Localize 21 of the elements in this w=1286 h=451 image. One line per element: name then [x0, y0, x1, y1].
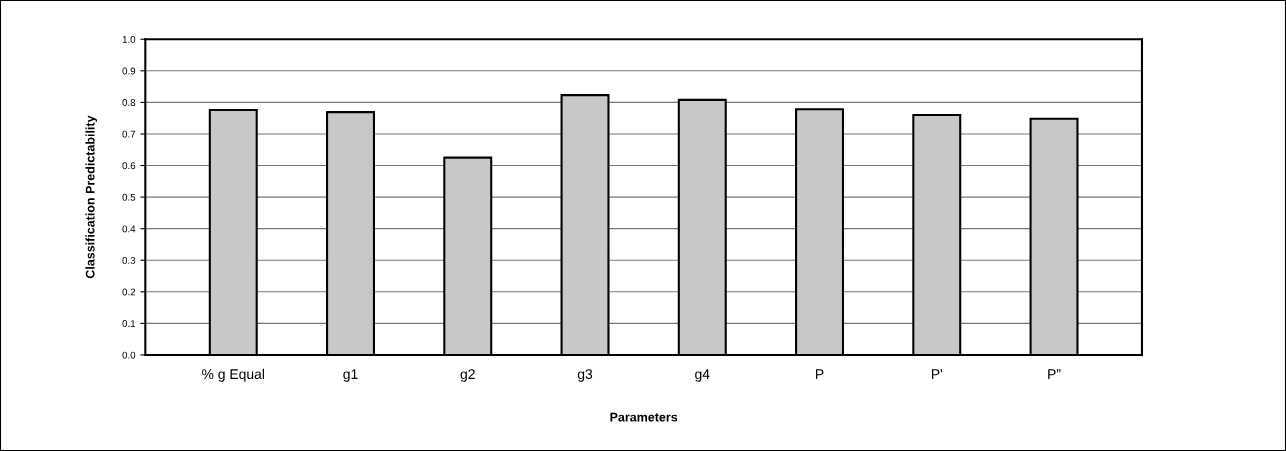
x-tick-label: g4 [695, 369, 710, 382]
x-tick-label: P [816, 369, 824, 379]
x-tick-label: g1 [343, 369, 358, 382]
y-tick-label: 0.5 [122, 193, 136, 201]
y-tick-label: 0.3 [122, 256, 136, 264]
y-tick-label: 0.9 [122, 67, 136, 75]
y-tick-label: 0.8 [122, 99, 136, 106]
x-tick-label: P' [931, 369, 943, 379]
y-tick-label: 1.0 [122, 35, 136, 43]
y-tick-label: 0.6 [122, 162, 136, 170]
x-tick-label: % g Equal [202, 368, 264, 382]
x-tick-label: P” [1048, 369, 1061, 379]
y-tick-label: 0.7 [122, 130, 136, 138]
y-tick-label: 0.0 [122, 351, 136, 359]
y-axis-title: Classification Predictability [85, 115, 98, 279]
x-tick-label: g3 [577, 369, 593, 382]
x-axis-title: Parameters [610, 412, 678, 422]
y-tick-label: 0.1 [122, 320, 136, 327]
y-tick-label: 0.4 [122, 225, 136, 233]
x-tick-label: g2 [460, 369, 475, 382]
y-tick-label: 0.2 [122, 288, 136, 296]
